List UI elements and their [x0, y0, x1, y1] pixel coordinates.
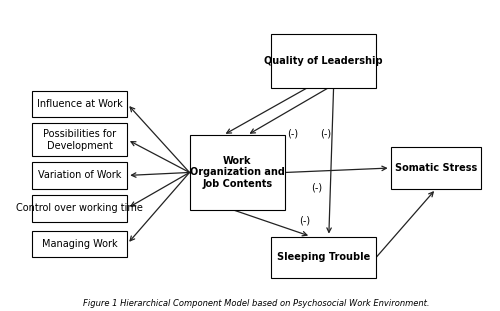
Text: Variation of Work: Variation of Work: [38, 170, 121, 180]
Text: Sleeping Trouble: Sleeping Trouble: [277, 252, 370, 262]
Text: Possibilities for
Development: Possibilities for Development: [43, 129, 116, 151]
FancyBboxPatch shape: [271, 236, 376, 278]
Text: Managing Work: Managing Work: [42, 239, 117, 249]
Text: (-): (-): [320, 129, 332, 139]
Text: Control over working time: Control over working time: [16, 203, 143, 213]
Text: (-): (-): [299, 215, 310, 225]
Text: Influence at Work: Influence at Work: [36, 99, 122, 109]
Text: Figure 1 Hierarchical Component Model based on Psychosocial Work Environment.: Figure 1 Hierarchical Component Model ba…: [84, 299, 430, 308]
FancyBboxPatch shape: [32, 123, 128, 156]
FancyBboxPatch shape: [390, 147, 482, 189]
Text: Work
Organization and
Job Contents: Work Organization and Job Contents: [190, 156, 285, 189]
FancyBboxPatch shape: [271, 34, 376, 88]
FancyBboxPatch shape: [32, 230, 128, 258]
Text: Somatic Stress: Somatic Stress: [395, 163, 477, 173]
FancyBboxPatch shape: [32, 91, 128, 117]
Text: (-): (-): [287, 129, 298, 139]
FancyBboxPatch shape: [190, 135, 285, 210]
Text: (-): (-): [311, 182, 322, 193]
FancyBboxPatch shape: [32, 162, 128, 189]
FancyBboxPatch shape: [32, 195, 128, 222]
Text: Quality of Leadership: Quality of Leadership: [264, 56, 383, 66]
